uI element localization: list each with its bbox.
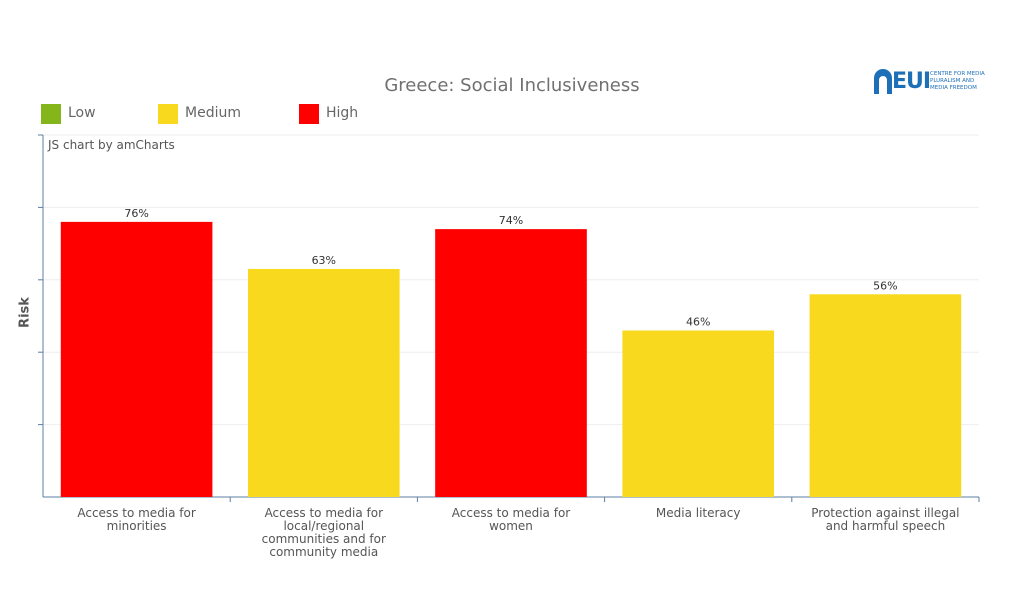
legend-label-medium: Medium: [185, 105, 241, 121]
bar-4[interactable]: [622, 330, 775, 497]
eui-logo: EUI CENTRE FOR MEDIA PLURALISM AND MEDIA…: [872, 68, 1002, 98]
x-tick-label-2: Access to media for local/regional commu…: [261, 506, 386, 559]
chart-title: Greece: Social Inclusiveness: [384, 75, 640, 96]
legend-swatch-low: [41, 104, 61, 124]
x-tick-label-4: Media literacy: [655, 506, 741, 520]
data-label-2: 63%: [312, 254, 336, 267]
amcharts-credit[interactable]: JS chart by amCharts: [48, 138, 175, 152]
legend-label-low: Low: [68, 105, 96, 121]
data-label-1: 76%: [124, 207, 148, 220]
data-label-4: 46%: [686, 315, 710, 328]
eui-logo-subtitle: CENTRE FOR MEDIA PLURALISM AND MEDIA FRE…: [930, 71, 985, 91]
eui-logo-text: EUI: [892, 69, 931, 94]
bar-2[interactable]: [247, 268, 400, 497]
data-label-3: 74%: [499, 214, 523, 227]
eui-arch-icon: [874, 69, 892, 94]
x-tick-label-5: Protection against illegal and harmful s…: [811, 506, 960, 533]
bar-3[interactable]: [435, 229, 587, 497]
bar-5[interactable]: [809, 294, 962, 497]
data-label-5: 56%: [873, 279, 897, 292]
legend-label-high: High: [326, 105, 359, 121]
x-tick-label-3: Access to media for women: [451, 506, 571, 533]
bar-1[interactable]: [60, 221, 213, 497]
x-tick-label-1: Access to media for minorities: [77, 506, 196, 533]
legend-swatch-high: [299, 104, 319, 124]
legend-swatch-medium: [158, 104, 178, 124]
